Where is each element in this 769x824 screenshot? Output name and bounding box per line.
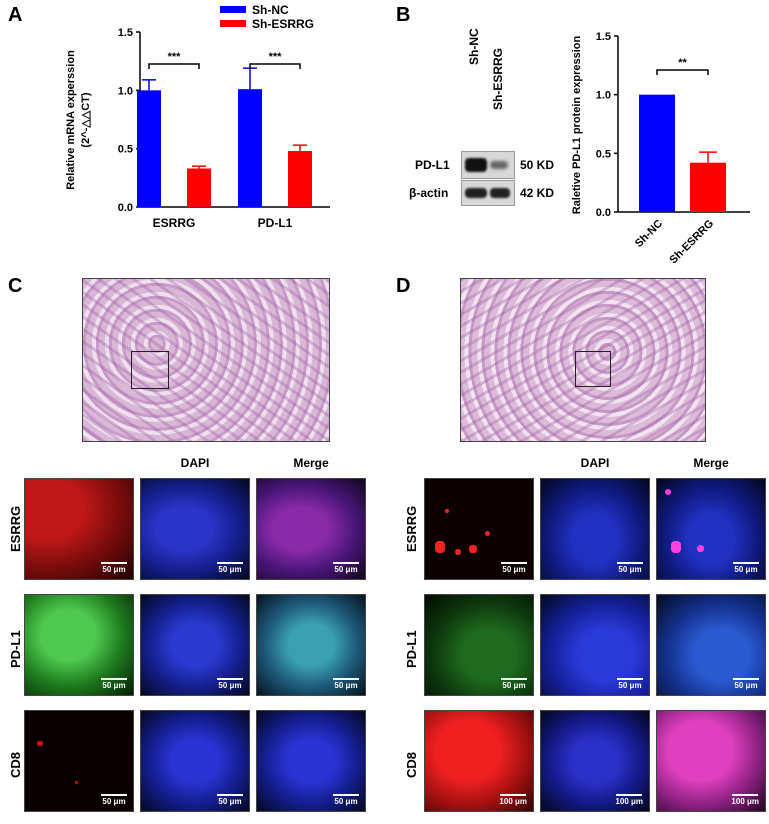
chart-a-sig-label: *** — [269, 51, 283, 63]
chart-b-category-label: Sh-ESRRG — [667, 218, 716, 267]
if-d-row-cd8: CD8 — [404, 751, 419, 778]
chart-a-legend-swatch — [220, 6, 246, 13]
if-c-row-cd8: CD8 — [8, 751, 23, 778]
if-d-cd8-merge: 100 μm — [656, 710, 766, 812]
chart-a-mrna-expression: 0.0 0.5 1.0 1.5 Relative mRNA experssion (2^-… — [65, 3, 330, 230]
scale-d-r3-c: 100 μm — [731, 797, 759, 806]
chart-b-sig-bracket — [656, 69, 709, 75]
chart-b-category-label: Sh-NC — [633, 218, 665, 250]
blot-lane-sh-esrrg: Sh-ESRRG — [491, 47, 505, 110]
scale-c-r1-c: 50 μm — [334, 565, 358, 574]
if-c-pdl1-merge: 50 μm — [256, 594, 366, 696]
scale-d-r2-c: 50 μm — [734, 681, 758, 690]
if-d-row-pdl1: PD-L1 — [404, 630, 419, 668]
chart-a-legend-label: Sh-ESRRG — [252, 17, 314, 31]
blot-lane-sh-nc: Sh-NC — [467, 28, 481, 65]
chart-b-ytick-label: 1.5 — [596, 31, 611, 43]
chart-a-bar — [187, 168, 211, 207]
if-c-esrrg-dapi: 50 μm — [140, 478, 250, 580]
chart-a-bar — [238, 89, 262, 207]
chart-b-sig-label: ** — [678, 57, 687, 69]
scale-c-r2-b: 50 μm — [218, 681, 242, 690]
chart-a-category-label: PD-L1 — [258, 216, 293, 230]
if-c-cd8-dapi: 50 μm — [140, 710, 250, 812]
if-d-pdl1-merge: 50 μm — [656, 594, 766, 696]
panel-label-d: D — [396, 275, 411, 297]
if-c-cd8-red: 50 μm — [24, 710, 134, 812]
chart-a-legend-label: Sh-NC — [252, 3, 289, 17]
chart-a-sig-bracket — [148, 63, 200, 69]
scale-d-r1-c: 50 μm — [734, 565, 758, 574]
panel-label-b: B — [396, 4, 411, 26]
blot-band-actin — [461, 180, 515, 206]
scale-c-r3-c: 50 μm — [334, 797, 358, 806]
if-d-col-merge: Merge — [693, 456, 729, 470]
blot-size-pdl1: 50 KD — [520, 158, 555, 172]
panel-label-c: C — [8, 275, 23, 297]
if-c-col-merge: Merge — [293, 456, 329, 470]
chart-a-ytick-label: 0.0 — [118, 202, 133, 214]
scale-c-r3-b: 50 μm — [218, 797, 242, 806]
if-d-esrrg-red: 50 μm — [424, 478, 534, 580]
if-c-col-dapi: DAPI — [180, 456, 210, 470]
blot-row-pdl1-label: PD-L1 — [415, 158, 450, 172]
if-c-cd8-merge: 50 μm — [256, 710, 366, 812]
chart-b-bar — [690, 162, 726, 212]
blot-row-actin-label: β-actin — [409, 186, 449, 200]
chart-b-ytick-label: 0.5 — [596, 148, 611, 160]
if-d-cd8-red: 100 μm — [424, 710, 534, 812]
chart-a-category-label: ESRRG — [153, 216, 196, 230]
scale-c-r1-a: 50 μm — [102, 565, 126, 574]
scale-d-r1-b: 50 μm — [618, 565, 642, 574]
chart-a-sig-label: *** — [168, 51, 182, 63]
blot-size-actin: 42 KD — [520, 186, 555, 200]
he-image-c — [82, 278, 330, 442]
if-d-cd8-dapi: 100 μm — [540, 710, 650, 812]
scale-c-r2-c: 50 μm — [334, 681, 358, 690]
scale-d-r3-a: 100 μm — [499, 797, 527, 806]
scale-d-r2-b: 50 μm — [618, 681, 642, 690]
if-d-esrrg-dapi: 50 μm — [540, 478, 650, 580]
western-blot: Sh-NC Sh-ESRRG PD-L1 β-actin 50 KD 42 KD — [405, 28, 565, 230]
if-c-pdl1-dapi: 50 μm — [140, 594, 250, 696]
if-c-esrrg-merge: 50 μm — [256, 478, 366, 580]
he-zoom-box-c — [131, 351, 169, 389]
chart-b-protein-expression: 0.0 0.5 1.0 1.5 Raletive PD-L1 protein expre… — [571, 31, 750, 267]
scale-c-r1-b: 50 μm — [218, 565, 242, 574]
if-c-esrrg-red: 50 μm — [24, 478, 134, 580]
chart-a-ylabel2: (2^-△△CT) — [80, 92, 92, 147]
chart-b-ytick-label: 1.0 — [596, 90, 611, 102]
chart-a-sig-bracket — [249, 63, 301, 69]
chart-a-ylabel: Relative mRNA experssion — [65, 50, 77, 190]
if-c-row-pdl1: PD-L1 — [8, 630, 23, 668]
he-image-d — [460, 278, 706, 442]
chart-a-ytick-label: 0.5 — [118, 144, 133, 156]
scale-c-r3-a: 50 μm — [102, 797, 126, 806]
if-c-row-esrrg: ESRRG — [8, 505, 23, 552]
if-c-pdl1-green: 50 μm — [24, 594, 134, 696]
chart-b-ylabel: Raletive PD-L1 protein expression — [571, 35, 583, 214]
chart-a-ytick-label: 1.5 — [118, 27, 133, 39]
chart-a-bar — [137, 90, 161, 207]
if-d-col-dapi: DAPI — [580, 456, 610, 470]
scale-c-r2-a: 50 μm — [102, 681, 126, 690]
if-d-row-esrrg: ESRRG — [404, 505, 419, 552]
chart-a-ytick-label: 1.0 — [118, 85, 133, 97]
chart-a-bar — [288, 151, 312, 207]
blot-band-pdl1 — [461, 151, 515, 179]
panel-label-a: A — [8, 4, 23, 26]
scale-d-r1-a: 50 μm — [502, 565, 526, 574]
chart-b-bar — [639, 94, 675, 212]
if-d-esrrg-merge: 50 μm — [656, 478, 766, 580]
scale-d-r3-b: 100 μm — [615, 797, 643, 806]
if-d-pdl1-dapi: 50 μm — [540, 594, 650, 696]
scale-d-r2-a: 50 μm — [502, 681, 526, 690]
chart-b-ytick-label: 0.0 — [596, 207, 611, 219]
he-zoom-box-d — [575, 351, 611, 387]
if-d-pdl1-green: 50 μm — [424, 594, 534, 696]
chart-a-legend-swatch — [220, 20, 246, 27]
